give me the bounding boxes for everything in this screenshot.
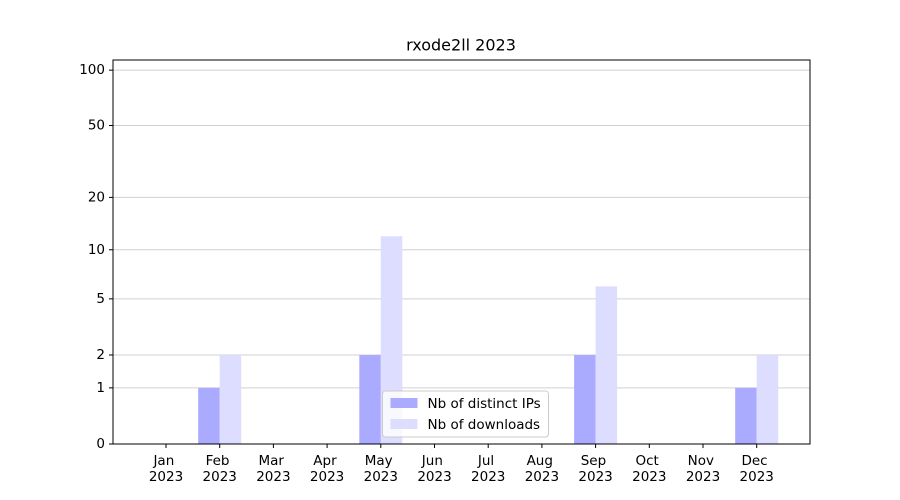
bar <box>219 355 242 444</box>
y-tick-label: 20 <box>88 189 105 205</box>
legend-swatch <box>390 419 418 429</box>
x-tick-label: Jan 2023 <box>149 453 183 485</box>
y-tick-label: 10 <box>88 242 105 258</box>
legend-label: Nb of downloads <box>428 417 541 433</box>
legend-box <box>382 390 549 438</box>
x-tick-label: Jul 2023 <box>471 453 505 485</box>
x-tick-label: Jun 2023 <box>417 453 451 485</box>
x-tick-label: Feb 2023 <box>203 453 237 485</box>
y-tick-label: 50 <box>88 118 105 134</box>
bar <box>198 387 220 444</box>
plot-frame <box>112 59 811 445</box>
x-tick-label: Oct 2023 <box>632 453 666 485</box>
x-tick-label: Aug 2023 <box>525 453 559 485</box>
legend-swatch <box>390 398 418 408</box>
chart-title: rxode2ll 2023 <box>406 36 516 55</box>
bar <box>359 355 381 444</box>
bar <box>574 355 596 444</box>
x-tick-label: Mar 2023 <box>256 453 290 485</box>
legend-label: Nb of distinct IPs <box>428 396 541 412</box>
y-tick-label: 5 <box>96 291 105 307</box>
x-tick-label: Sep 2023 <box>578 453 612 485</box>
bar <box>756 355 779 444</box>
x-tick-label: Apr 2023 <box>310 453 344 485</box>
y-tick-label: 100 <box>79 62 105 78</box>
y-tick-label: 0 <box>96 436 105 452</box>
y-tick-label: 2 <box>96 347 105 363</box>
x-tick-label: May 2023 <box>364 453 398 485</box>
x-tick-label: Nov 2023 <box>686 453 720 485</box>
bar <box>595 286 618 444</box>
y-tick-label: 1 <box>96 380 105 396</box>
bar <box>735 387 757 444</box>
x-tick-label: Dec 2023 <box>740 453 774 485</box>
